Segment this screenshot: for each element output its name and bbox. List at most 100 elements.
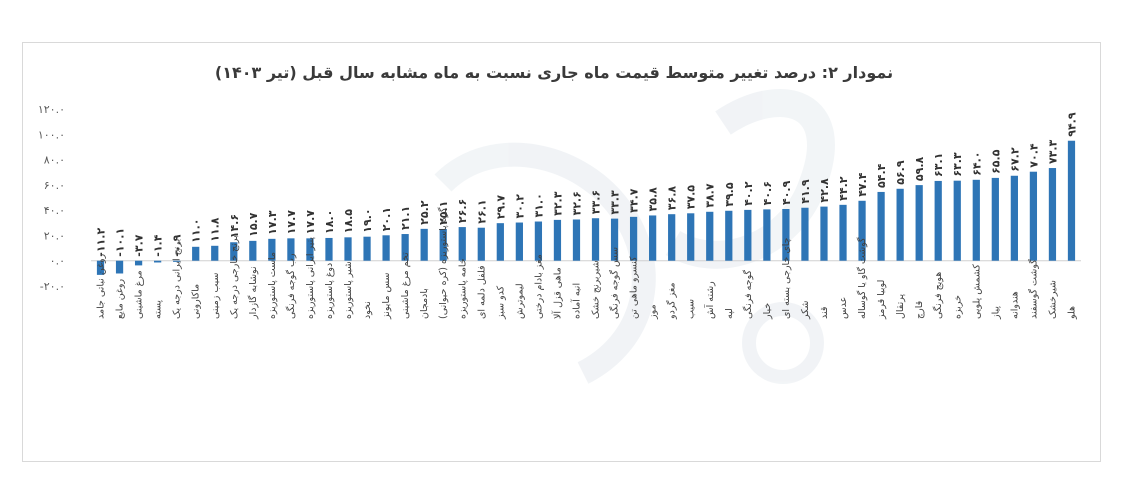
bar <box>706 211 714 261</box>
bar <box>249 240 257 261</box>
bar <box>687 213 695 261</box>
category-label: گوشت گاو یا گوساله <box>856 237 868 319</box>
bar <box>401 234 409 261</box>
data-label: ۳۰.۲ <box>513 194 526 219</box>
category-label: لیموترش <box>514 283 525 319</box>
y-tick-label: ۱۰۰.۰ <box>38 128 65 141</box>
category-label: روغن نباتی جامد <box>96 253 107 319</box>
category-label: خربزه <box>952 295 963 319</box>
bar <box>858 200 866 261</box>
data-label: ۳۶.۸ <box>666 186 679 211</box>
y-tick-label: ۴۰.۰ <box>44 204 65 217</box>
data-label: ۲۵.۲ <box>418 200 431 225</box>
bar <box>972 179 980 261</box>
watermark-logo <box>434 89 835 384</box>
category-label: لوبیا قرمز <box>876 280 887 320</box>
category-label: ماکارونی <box>191 284 202 319</box>
category-label: شیربرنج خشک <box>591 260 602 319</box>
category-label: پیاز <box>990 306 1001 320</box>
bar <box>915 185 923 261</box>
y-tick-label: ۲۰.۰ <box>44 229 65 242</box>
data-label: ۳۹.۵ <box>723 182 736 207</box>
data-label: ۳۱.۰ <box>532 193 545 217</box>
data-label: -۱۱.۲ <box>95 228 108 257</box>
bar <box>553 219 562 261</box>
category-label: سس گوجه فرنگی <box>609 247 621 319</box>
data-label: ۱۷.۷ <box>285 210 298 235</box>
bar <box>420 228 428 261</box>
bar <box>515 222 523 261</box>
category-label: نخود <box>362 301 373 319</box>
data-label: ۴۰.۹ <box>780 180 793 205</box>
bar <box>363 236 371 261</box>
data-label: ۲۰.۱ <box>380 207 393 231</box>
bar <box>934 180 942 261</box>
bar <box>477 227 485 261</box>
data-label: ۶۳.۳ <box>951 152 964 177</box>
category-label: مغز گردو <box>666 282 678 320</box>
data-label: ۷۳.۳ <box>1046 139 1059 164</box>
data-label: ۲۱.۱ <box>399 206 412 230</box>
bar <box>572 219 581 261</box>
bar <box>268 238 276 261</box>
data-label: ۴۷.۴ <box>856 172 869 197</box>
category-label: پرتقال <box>895 294 906 319</box>
data-label: ۳۲.۳ <box>551 191 564 216</box>
category-label: برنج خارجی درجه یک <box>229 235 240 319</box>
category-label: مرغ ماشینی <box>134 270 145 319</box>
bar <box>325 237 333 261</box>
chart-title: نمودار ۲: درصد تغییر متوسط قیمت ماه جاری… <box>215 63 893 82</box>
category-label: پسته <box>153 300 164 319</box>
bar <box>496 223 504 261</box>
data-label: ۱۸.۰ <box>323 210 336 234</box>
category-label: روغن مایع <box>115 279 126 319</box>
data-label: ۷۰.۴ <box>1027 143 1040 168</box>
data-label: ۲۵.۱ <box>437 201 450 225</box>
bar <box>192 246 200 261</box>
category-label: قند <box>819 307 830 319</box>
bar <box>820 206 828 261</box>
bars-group <box>96 140 1076 275</box>
category-label: انبه آماده <box>569 283 582 319</box>
category-label: کدو سبز <box>495 285 506 320</box>
bar <box>744 209 752 261</box>
category-label: کنسرو ماهی تن <box>629 256 640 319</box>
bar <box>344 237 352 261</box>
category-label: شیرخشک <box>1047 280 1058 319</box>
category-label: موز <box>648 304 659 320</box>
data-label: -۱۰.۱ <box>114 228 127 257</box>
bar <box>839 204 847 261</box>
data-label: ۶۳.۱ <box>932 153 945 177</box>
data-label: ۵۹.۸ <box>913 157 926 182</box>
data-label: ۱۸.۵ <box>342 209 355 234</box>
category-label: نوشابه گازدار <box>247 266 259 320</box>
data-label: ۲۹.۷ <box>494 195 507 220</box>
category-labels-group: هلو شیرخشک گوشت گوسفند هندوانه پیاز کشمش پلوی… <box>96 207 1078 320</box>
data-label: -۰.۹ <box>171 234 184 256</box>
category-label: لپه <box>724 308 735 319</box>
category-label: پنیر ایرانی پاستوریزه <box>305 237 316 319</box>
bar <box>801 207 809 261</box>
category-label: سیب <box>686 299 697 319</box>
bar <box>1010 175 1018 261</box>
bar <box>629 216 638 261</box>
bar <box>953 180 961 261</box>
category-label: کشمش پلویی <box>971 264 982 319</box>
data-label: -۳.۷ <box>133 234 146 256</box>
data-label: ۴۱.۹ <box>799 179 812 204</box>
category-label: گوجه فرنگی <box>742 270 754 319</box>
data-label: ۳۵.۸ <box>647 187 660 212</box>
data-label: ۶۷.۲ <box>1008 147 1021 172</box>
data-label: ۴۴.۲ <box>837 176 850 201</box>
data-label: ۵۶.۹ <box>894 160 907 185</box>
data-label: ۲۶.۱ <box>475 199 488 223</box>
bar <box>230 242 238 261</box>
y-axis: -۲۰.۰ ۰.۰ ۲۰.۰ ۴۰.۰ ۶۰.۰ ۸۰.۰ ۱۰۰.۰ ۱۲۰.۰ <box>38 103 65 293</box>
category-label: گره پاستوریزه (کره حیوانی) <box>437 207 449 319</box>
category-label: هویج فرنگی <box>932 272 944 319</box>
category-label: شکر <box>800 301 811 320</box>
data-label: -۱.۴ <box>152 234 165 256</box>
category-label: رشته آش <box>703 281 716 319</box>
bar <box>877 191 885 261</box>
bar <box>1048 168 1057 261</box>
